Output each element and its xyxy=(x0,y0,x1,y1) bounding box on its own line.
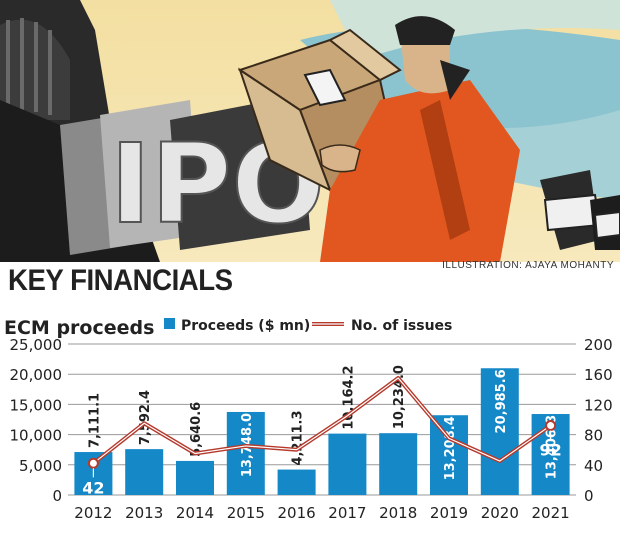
issues-line-highlight xyxy=(93,377,551,464)
issues-point-marker xyxy=(545,420,557,432)
proceeds-bar-label: 7,111.1 xyxy=(87,393,102,448)
left-axis-tick-label: 25,000 xyxy=(10,336,63,354)
legend-line-label: No. of issues xyxy=(351,318,452,334)
legend-bar-label: Proceeds ($ mn) xyxy=(181,318,310,334)
left-axis-tick-label: 20,000 xyxy=(10,366,63,384)
proceeds-bar-label: 13,406.8 xyxy=(545,415,560,479)
legend-bar-swatch xyxy=(164,318,175,329)
year-label: 2018 xyxy=(379,504,417,522)
year-label: 2020 xyxy=(481,504,519,522)
proceeds-bar xyxy=(277,469,316,495)
chart-title: ECM proceeds xyxy=(4,317,154,339)
proceeds-bar-label: 10,234.0 xyxy=(392,365,407,429)
year-label: 2015 xyxy=(227,504,265,522)
left-axis-tick-label: 5,000 xyxy=(19,457,62,475)
year-label: 2021 xyxy=(532,504,570,522)
right-axis-tick-label: 160 xyxy=(584,366,613,384)
proceeds-bar-label: 4,211.3 xyxy=(291,410,306,465)
issues-point-label: 42 xyxy=(82,478,104,497)
proceeds-bar xyxy=(328,433,367,495)
right-axis-tick-label: 40 xyxy=(584,457,603,475)
year-label: 2013 xyxy=(125,504,163,522)
left-axis-ticks: 25,000 20,000 15,000 10,000 5,000 0 xyxy=(10,336,63,505)
left-axis-tick-label: 10,000 xyxy=(10,427,63,445)
year-label: 2017 xyxy=(328,504,366,522)
proceeds-bar-label: 20,985.6 xyxy=(494,369,509,433)
proceeds-bar-label: 7,592.4 xyxy=(138,390,153,445)
proceeds-bar-label: 13,208.4 xyxy=(443,416,458,480)
right-axis-tick-label: 0 xyxy=(584,487,594,505)
year-label: 2016 xyxy=(278,504,316,522)
issues-line xyxy=(92,375,552,465)
proceeds-bar-labels: 7,111.1 7,592.4 5,640.6 13,748.0 4,211.310,1… xyxy=(87,365,559,480)
year-labels: 2012 2013 2014 2015 2016 2017 2018 2019 2020 2021 xyxy=(74,504,569,522)
ipo-illustration: IPO xyxy=(0,0,620,262)
year-label: 2012 xyxy=(74,504,112,522)
issues-point-label: 92 xyxy=(539,441,561,460)
ecm-proceeds-chart: ECM proceeds Proceeds ($ mn) No. of issu… xyxy=(4,317,613,522)
year-label: 2014 xyxy=(176,504,214,522)
proceeds-bar xyxy=(379,433,418,495)
proceeds-bar xyxy=(430,415,468,495)
left-axis-tick-label: 15,000 xyxy=(10,396,63,414)
proceeds-bar xyxy=(176,460,214,495)
proceeds-bar xyxy=(125,449,164,495)
section-heading: KEY FINANCIALS xyxy=(8,264,233,297)
proceeds-bar xyxy=(226,411,265,495)
right-axis-ticks: 200 160 120 80 40 0 xyxy=(584,336,613,505)
right-axis-tick-label: 80 xyxy=(584,427,603,445)
year-label: 2019 xyxy=(430,504,468,522)
proceeds-bar xyxy=(480,368,519,495)
right-axis-tick-label: 200 xyxy=(584,336,613,354)
proceeds-bar-label: 5,640.6 xyxy=(189,402,204,457)
issues-point-marker xyxy=(87,457,99,469)
illustration-credit: ILLUSTRATION: AJAYA MOHANTY xyxy=(442,260,614,271)
issues-point-labels: 42 92 xyxy=(82,420,562,497)
left-axis-tick-label: 0 xyxy=(52,487,62,505)
right-axis-tick-label: 120 xyxy=(584,396,613,414)
